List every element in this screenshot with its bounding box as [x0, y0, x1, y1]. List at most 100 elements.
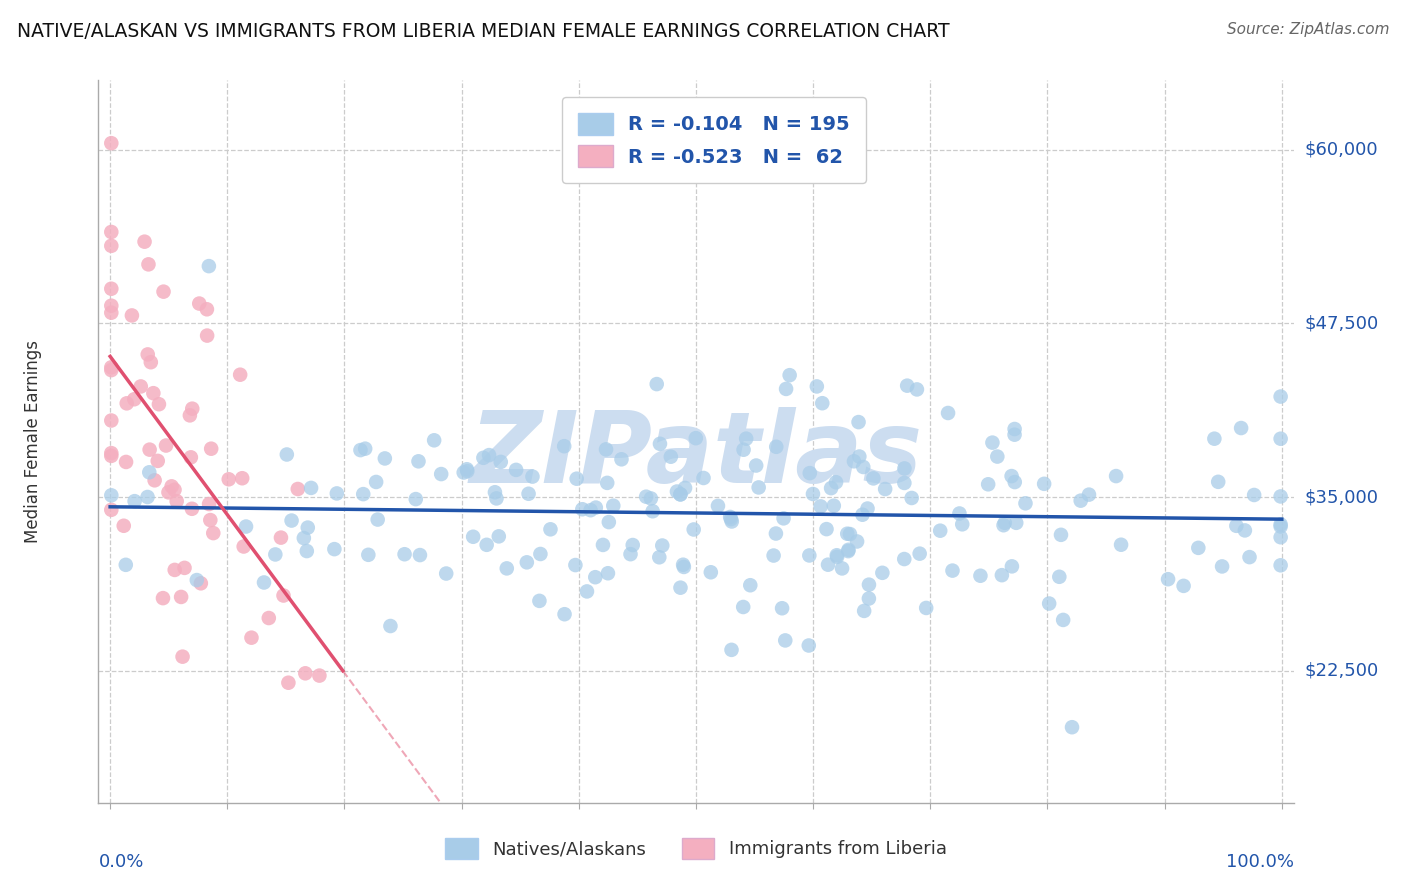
Point — [186, 573, 208, 587]
Point — [977, 477, 1000, 491]
Point — [152, 285, 174, 299]
Point — [896, 378, 918, 392]
Point — [915, 601, 938, 615]
Point — [100, 282, 122, 296]
Point — [200, 513, 222, 527]
Point — [669, 581, 692, 595]
Point — [905, 383, 928, 397]
Text: $22,500: $22,500 — [1305, 662, 1379, 680]
Point — [270, 531, 292, 545]
Point — [948, 507, 970, 521]
Point — [669, 487, 692, 501]
Point — [1225, 518, 1247, 533]
Point — [484, 485, 506, 500]
Point — [489, 455, 512, 469]
Point — [823, 499, 845, 513]
Point — [202, 526, 225, 541]
Point — [253, 575, 276, 590]
Point — [138, 442, 160, 457]
Point — [100, 413, 122, 427]
Point — [1005, 516, 1028, 530]
Point — [837, 544, 859, 558]
Point — [374, 451, 396, 466]
Point — [720, 515, 742, 529]
Text: NATIVE/ALASKAN VS IMMIGRANTS FROM LIBERIA MEDIAN FEMALE EARNINGS CORRELATION CHA: NATIVE/ALASKAN VS IMMIGRANTS FROM LIBERI… — [17, 22, 949, 41]
Point — [981, 435, 1004, 450]
Point — [231, 471, 253, 485]
Point — [799, 466, 821, 480]
Point — [423, 434, 446, 448]
Point — [155, 438, 177, 452]
Point — [1038, 597, 1060, 611]
Point — [682, 523, 704, 537]
Point — [136, 347, 159, 361]
Point — [276, 448, 298, 462]
Point — [1270, 390, 1292, 404]
Point — [292, 531, 315, 545]
Point — [478, 448, 501, 462]
Point — [619, 547, 641, 561]
Point — [134, 235, 156, 249]
Point — [1078, 488, 1101, 502]
Point — [745, 458, 768, 473]
Point — [1105, 469, 1128, 483]
Point — [1243, 488, 1265, 502]
Point — [583, 570, 606, 584]
Point — [571, 502, 593, 516]
Point — [352, 487, 374, 501]
Point — [799, 549, 821, 563]
Point — [115, 396, 138, 410]
Point — [114, 558, 136, 572]
Point — [1173, 579, 1195, 593]
Text: 100.0%: 100.0% — [1226, 854, 1294, 871]
Point — [810, 500, 832, 514]
Point — [669, 487, 692, 501]
Point — [858, 591, 880, 606]
Point — [1050, 528, 1073, 542]
Point — [280, 514, 302, 528]
Point — [621, 538, 644, 552]
Point — [610, 452, 633, 467]
Point — [575, 584, 598, 599]
Point — [181, 501, 204, 516]
Text: ZIPatlas: ZIPatlas — [470, 408, 922, 505]
Point — [770, 601, 793, 615]
Point — [648, 550, 671, 565]
Point — [152, 591, 174, 606]
Point — [846, 534, 869, 549]
Point — [1109, 538, 1132, 552]
Point — [801, 487, 824, 501]
Point — [409, 548, 432, 562]
Point — [124, 392, 146, 407]
Text: Source: ZipAtlas.com: Source: ZipAtlas.com — [1226, 22, 1389, 37]
Point — [1206, 475, 1229, 489]
Point — [1187, 541, 1209, 555]
Point — [235, 519, 257, 533]
Point — [160, 479, 183, 493]
Point — [936, 406, 959, 420]
Point — [218, 472, 240, 486]
Point — [872, 566, 894, 580]
Point — [1270, 519, 1292, 533]
Point — [488, 529, 510, 543]
Point — [554, 607, 576, 622]
Point — [986, 450, 1008, 464]
Text: Median Female Earnings: Median Female Earnings — [24, 340, 42, 543]
Point — [173, 561, 195, 575]
Point — [640, 491, 662, 506]
Point — [842, 454, 865, 468]
Point — [636, 490, 658, 504]
Point — [837, 526, 859, 541]
Point — [294, 666, 316, 681]
Point — [1211, 559, 1233, 574]
Point — [893, 475, 915, 490]
Point — [1000, 469, 1022, 483]
Point — [138, 465, 160, 479]
Point — [308, 668, 330, 682]
Point — [277, 675, 299, 690]
Point — [121, 309, 143, 323]
Point — [993, 518, 1015, 533]
Text: $47,500: $47,500 — [1305, 315, 1379, 333]
Point — [100, 488, 122, 502]
Point — [592, 538, 614, 552]
